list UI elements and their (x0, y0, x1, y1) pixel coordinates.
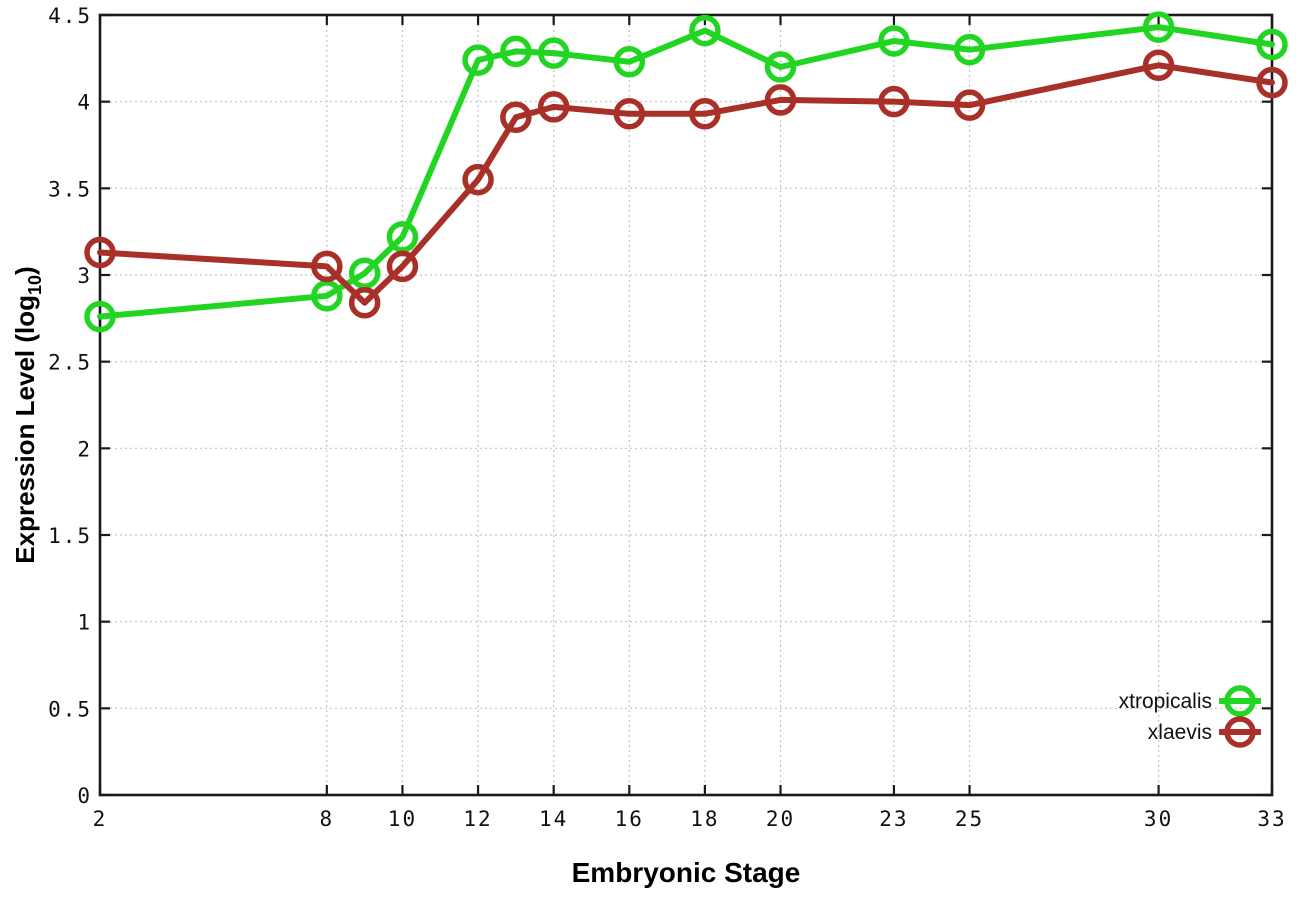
x-tick-label: 33 (1257, 807, 1286, 831)
legend-item-xlaevis: xlaevis (1148, 716, 1261, 748)
legend-label-xtropicalis: xtropicalis (1119, 690, 1212, 713)
series-container (84, 11, 1288, 333)
data-point-xtropicalis (613, 46, 646, 78)
y-axis-title: Expression Level (log10) (10, 266, 45, 563)
data-point-xtropicalis (689, 14, 721, 47)
legend: xtropicalis xlaevis (1119, 685, 1261, 748)
series-line-xtropicalis (97, 24, 1275, 320)
data-point-xtropicalis (84, 300, 116, 333)
data-point-xtropicalis (348, 257, 381, 290)
data-point-xlaevis (689, 98, 721, 130)
data-point-xlaevis (1256, 66, 1288, 99)
data-point-xlaevis (348, 286, 381, 319)
x-tick-label: 14 (539, 807, 568, 831)
y-tick-label: 3 (77, 264, 92, 288)
data-point-xtropicalis (386, 221, 419, 253)
legend-marker-xlaevis (1224, 716, 1256, 748)
x-tick-label: 2 (93, 807, 108, 831)
data-point-xtropicalis (500, 35, 532, 68)
series-line-xlaevis (97, 62, 1275, 306)
y-tick-label: 0.5 (48, 697, 92, 721)
y-tick-label: 2 (77, 437, 92, 461)
data-point-xlaevis (764, 84, 797, 116)
data-point-xtropicalis (764, 51, 797, 83)
data-point-xlaevis (953, 89, 986, 121)
data-point-xlaevis (462, 163, 494, 196)
plot-border (98, 13, 1274, 797)
data-point-xlaevis (613, 98, 646, 130)
y-tick-labels: 0 0.5 1 1.5 2 2.5 3 3.5 4 4.5 (48, 4, 92, 808)
y-tick-label: 4 (77, 91, 92, 115)
x-tick-label: 12 (463, 807, 492, 831)
x-tick-label: 8 (320, 807, 335, 831)
data-point-xtropicalis (878, 25, 910, 57)
x-tick-label: 16 (615, 807, 644, 831)
data-point-xtropicalis (953, 33, 986, 66)
data-point-xtropicalis (462, 44, 494, 76)
data-point-xlaevis (537, 91, 570, 123)
grid-lines (100, 15, 1272, 795)
series-xtropicalis (84, 11, 1288, 333)
x-tick-label: 30 (1144, 807, 1173, 831)
legend-label-xlaevis: xlaevis (1148, 721, 1212, 744)
x-tick-label: 10 (388, 807, 417, 831)
data-point-xlaevis (500, 101, 532, 134)
tick-marks (98, 13, 1274, 797)
series-xlaevis (84, 49, 1288, 319)
x-tick-label: 18 (690, 807, 719, 831)
x-tick-label: 25 (955, 807, 984, 831)
data-point-xtropicalis (311, 280, 343, 312)
data-point-xtropicalis (537, 37, 570, 69)
x-tick-labels: 2 8 10 12 14 16 18 20 23 25 30 33 (93, 807, 1286, 831)
y-tick-label: 1.5 (48, 524, 92, 548)
x-axis-title: Embryonic Stage (572, 857, 801, 888)
y-tick-label: 0 (77, 784, 92, 808)
data-point-xlaevis (878, 85, 910, 118)
data-point-xlaevis (311, 250, 343, 283)
data-point-xlaevis (1142, 49, 1175, 82)
y-tick-label: 4.5 (48, 4, 92, 28)
y-tick-label: 1 (77, 611, 92, 635)
legend-marker-xtropicalis (1224, 685, 1256, 717)
x-tick-label: 20 (766, 807, 795, 831)
data-point-xtropicalis (1142, 11, 1175, 43)
data-point-xtropicalis (1256, 28, 1288, 61)
legend-item-xtropicalis: xtropicalis (1119, 685, 1261, 717)
x-tick-label: 23 (879, 807, 908, 831)
y-tick-label: 2.5 (48, 351, 92, 375)
data-point-xlaevis (84, 236, 116, 269)
data-point-xlaevis (386, 250, 419, 283)
y-tick-label: 3.5 (48, 177, 92, 201)
